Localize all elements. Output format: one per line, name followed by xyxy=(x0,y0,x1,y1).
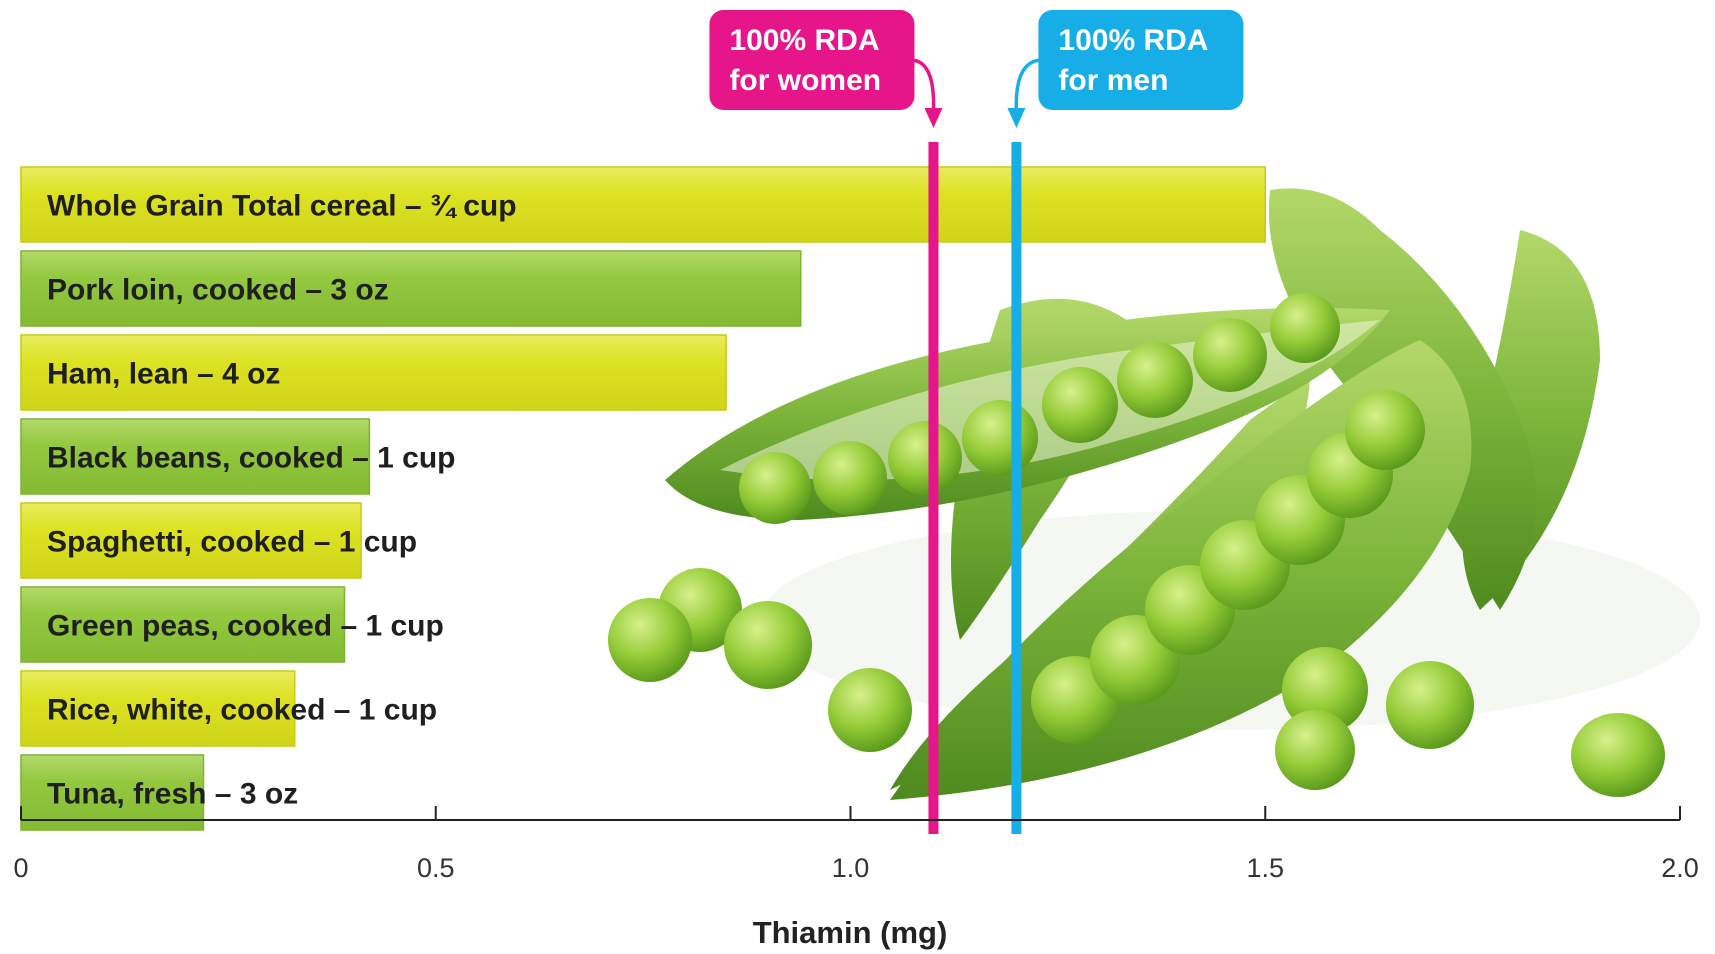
rda-callout-box-men xyxy=(1038,10,1244,110)
x-tick-label-1: 0.5 xyxy=(417,853,455,883)
x-ticks: 0 0.5 1.0 1.5 2.0 xyxy=(13,806,1699,883)
bar-label-8: Tuna, fresh – 3 oz xyxy=(47,778,298,811)
bar-2 xyxy=(20,250,802,327)
rda-callout-arrowhead xyxy=(1007,108,1026,128)
bars xyxy=(20,166,1266,831)
bar-label-1: Whole Grain Total cereal – ¾ cup xyxy=(47,190,517,223)
x-tick-label-0: 0 xyxy=(13,853,28,883)
bar-6 xyxy=(20,586,346,663)
x-tick-label-2: 1.0 xyxy=(832,853,870,883)
rda-callout-line1: 100% RDA xyxy=(1058,24,1208,57)
rda-callout-line2: for women xyxy=(729,64,881,97)
bar-labels: Whole Grain Total cereal – ¾ cup Pork loi… xyxy=(47,190,517,811)
bar-4 xyxy=(20,418,371,495)
rda-callout-arrow xyxy=(1014,58,1043,113)
rda-callout-line2: for men xyxy=(1058,64,1168,97)
rda-callout-arrowhead xyxy=(924,108,943,128)
bar-3 xyxy=(20,334,727,411)
rda-callout-box-women xyxy=(709,10,915,110)
bar-label-7: Rice, white, cooked – 1 cup xyxy=(47,694,437,727)
bar-1 xyxy=(20,166,1266,243)
x-axis-title: Thiamin (mg) xyxy=(753,915,948,950)
rda-callout-line1: 100% RDA xyxy=(729,24,879,57)
bar-label-2: Pork loin, cooked – 3 oz xyxy=(47,274,389,307)
bar-label-5: Spaghetti, cooked – 1 cup xyxy=(47,526,417,559)
bar-8 xyxy=(20,754,205,831)
pea-pods-photo xyxy=(608,188,1700,800)
bar-label-3: Ham, lean – 4 oz xyxy=(47,358,280,391)
x-tick-label-3: 1.5 xyxy=(1246,853,1284,883)
rda-reference-lines: 100% RDA for women 100% RDA for men xyxy=(709,10,1244,834)
bar-label-6: Green peas, cooked – 1 cup xyxy=(47,610,444,643)
x-tick-label-4: 2.0 xyxy=(1661,853,1699,883)
bar-7 xyxy=(20,670,296,747)
rda-callout-arrow xyxy=(910,58,936,113)
bar-5 xyxy=(20,502,362,579)
bar-label-4: Black beans, cooked – 1 cup xyxy=(47,442,456,475)
